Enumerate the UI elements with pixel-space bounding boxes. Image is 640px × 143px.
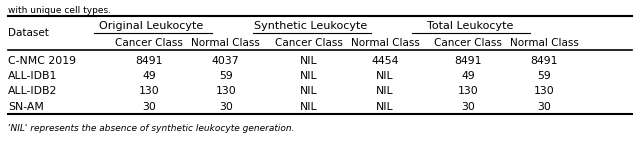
Text: 8491: 8491: [136, 56, 163, 66]
Text: ALL-IDB1: ALL-IDB1: [8, 71, 57, 81]
Text: 49: 49: [142, 71, 156, 81]
Text: Cancer Class: Cancer Class: [434, 38, 502, 48]
Text: 8491: 8491: [531, 56, 558, 66]
Text: with unique cell types.: with unique cell types.: [8, 6, 111, 15]
Text: NIL: NIL: [300, 56, 317, 66]
Text: 130: 130: [534, 86, 555, 96]
Text: Original Leukocyte: Original Leukocyte: [99, 21, 204, 31]
Text: NIL: NIL: [376, 71, 394, 81]
Text: 30: 30: [538, 102, 551, 112]
Text: NIL: NIL: [300, 86, 317, 96]
Text: Total Leukocyte: Total Leukocyte: [426, 21, 513, 31]
Text: NIL: NIL: [300, 102, 317, 112]
Text: SN-AM: SN-AM: [8, 102, 44, 112]
Text: 59: 59: [219, 71, 232, 81]
Text: 8491: 8491: [454, 56, 481, 66]
Text: Cancer Class: Cancer Class: [275, 38, 342, 48]
Text: Normal Class: Normal Class: [191, 38, 260, 48]
Text: Synthetic Leukocyte: Synthetic Leukocyte: [254, 21, 367, 31]
Text: 30: 30: [461, 102, 475, 112]
Text: Dataset: Dataset: [8, 28, 49, 38]
Text: 'NIL' represents the absence of synthetic leukocyte generation.: 'NIL' represents the absence of syntheti…: [8, 125, 294, 134]
Text: NIL: NIL: [376, 86, 394, 96]
Text: ALL-IDB2: ALL-IDB2: [8, 86, 57, 96]
Text: 49: 49: [461, 71, 475, 81]
Text: C-NMC 2019: C-NMC 2019: [8, 56, 76, 66]
Text: 4454: 4454: [371, 56, 399, 66]
Text: Normal Class: Normal Class: [510, 38, 579, 48]
Text: NIL: NIL: [300, 71, 317, 81]
Text: 30: 30: [219, 102, 232, 112]
Text: 130: 130: [215, 86, 236, 96]
Text: 4037: 4037: [212, 56, 239, 66]
Text: 59: 59: [538, 71, 551, 81]
Text: Normal Class: Normal Class: [351, 38, 419, 48]
Text: 130: 130: [139, 86, 159, 96]
Text: Cancer Class: Cancer Class: [115, 38, 183, 48]
Text: 130: 130: [458, 86, 478, 96]
Text: 30: 30: [142, 102, 156, 112]
Text: NIL: NIL: [376, 102, 394, 112]
